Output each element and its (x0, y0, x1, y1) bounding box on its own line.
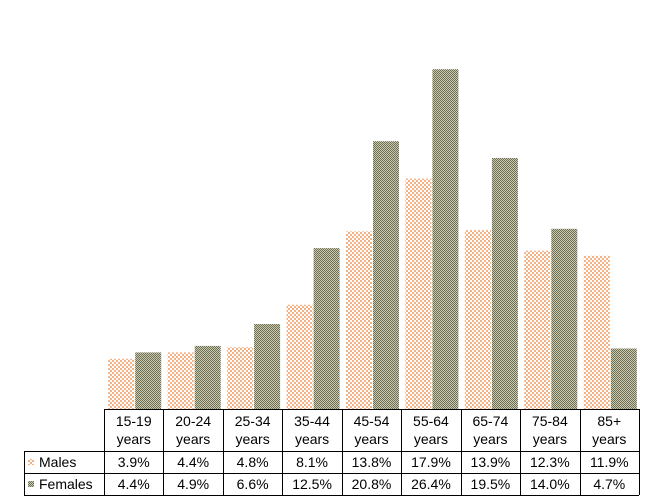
category-label-line: 35-44 (294, 413, 330, 429)
category-label-line: years (295, 431, 329, 447)
bar-males-7 (524, 250, 551, 409)
data-label-males-5: 17.9% (411, 454, 451, 470)
category-label-line: years (235, 431, 269, 447)
data-label-females-3: 12.5% (292, 476, 332, 492)
category-label-line: years (414, 431, 448, 447)
data-label-males-8: 11.9% (590, 454, 629, 470)
legend-label-males: Males (39, 454, 76, 470)
bar-males-8 (583, 255, 610, 409)
legend-key-males (28, 459, 34, 465)
category-label-1: 20-24 years (175, 413, 211, 447)
bar-females-2 (254, 324, 281, 409)
category-label-line: 15-19 (116, 413, 152, 429)
bar-males-2 (227, 347, 254, 409)
bar-males-0 (108, 358, 135, 409)
category-label-3: 35-44 years (294, 413, 330, 447)
category-label-line: 75-84 (532, 413, 568, 429)
bar-females-4 (373, 141, 399, 409)
bar-females-0 (135, 352, 162, 409)
plot-area (108, 69, 637, 409)
category-label-line: 55-64 (413, 413, 449, 429)
data-label-females-1: 4.9% (177, 476, 209, 492)
bar-females-1 (194, 345, 221, 409)
category-label-line: 45-54 (354, 413, 390, 429)
data-label-males-4: 13.8% (352, 454, 392, 470)
bar-males-5 (405, 178, 432, 409)
data-label-males-2: 4.8% (237, 454, 269, 470)
category-label-7: 75-84 years (532, 413, 568, 447)
legend-key-females (28, 481, 34, 487)
data-label-females-5: 26.4% (411, 476, 451, 492)
category-label-line: years (354, 431, 388, 447)
bar-females-3 (313, 248, 340, 409)
bar-males-3 (286, 304, 313, 409)
data-label-males-6: 13.9% (471, 454, 511, 470)
category-label-8: 85+ years (592, 413, 626, 447)
category-label-6: 65-74 years (472, 413, 508, 447)
category-label-line: years (533, 431, 567, 447)
data-label-females-0: 4.4% (118, 476, 150, 492)
bar-females-7 (551, 228, 578, 409)
category-label-line: years (592, 431, 626, 447)
data-label-females-4: 20.8% (352, 476, 392, 492)
category-label-line: years (473, 431, 507, 447)
data-label-males-7: 12.3% (530, 454, 570, 470)
bar-males-4 (346, 231, 372, 409)
bar-females-8 (610, 348, 637, 409)
data-label-males-1: 4.4% (177, 454, 209, 470)
bar-males-1 (167, 352, 194, 409)
data-label-females-7: 14.0% (530, 476, 570, 492)
data-label-females-2: 6.6% (237, 476, 269, 492)
category-label-5: 55-64 years (413, 413, 449, 447)
data-label-males-3: 8.1% (296, 454, 328, 470)
category-label-line: 20-24 (175, 413, 211, 429)
data-table: 15-19 years 20-24 years 25-34 years 35-44 years… (24, 409, 640, 496)
category-label-line: years (117, 431, 151, 447)
bar-males-6 (464, 230, 491, 409)
category-label-4: 45-54 years (354, 413, 390, 447)
category-label-line: 65-74 (472, 413, 508, 429)
data-label-females-6: 19.5% (471, 476, 511, 492)
category-label-2: 25-34 years (235, 413, 271, 447)
data-label-males-0: 3.9% (118, 454, 150, 470)
legend-label-females: Females (39, 476, 93, 492)
category-label-line: 85+ (597, 413, 621, 429)
category-label-0: 15-19 years (116, 413, 152, 447)
data-label-females-8: 4.7% (593, 476, 625, 492)
bar-females-6 (491, 158, 518, 409)
category-label-line: 25-34 (235, 413, 271, 429)
bar-females-5 (432, 69, 459, 409)
category-label-line: years (176, 431, 210, 447)
